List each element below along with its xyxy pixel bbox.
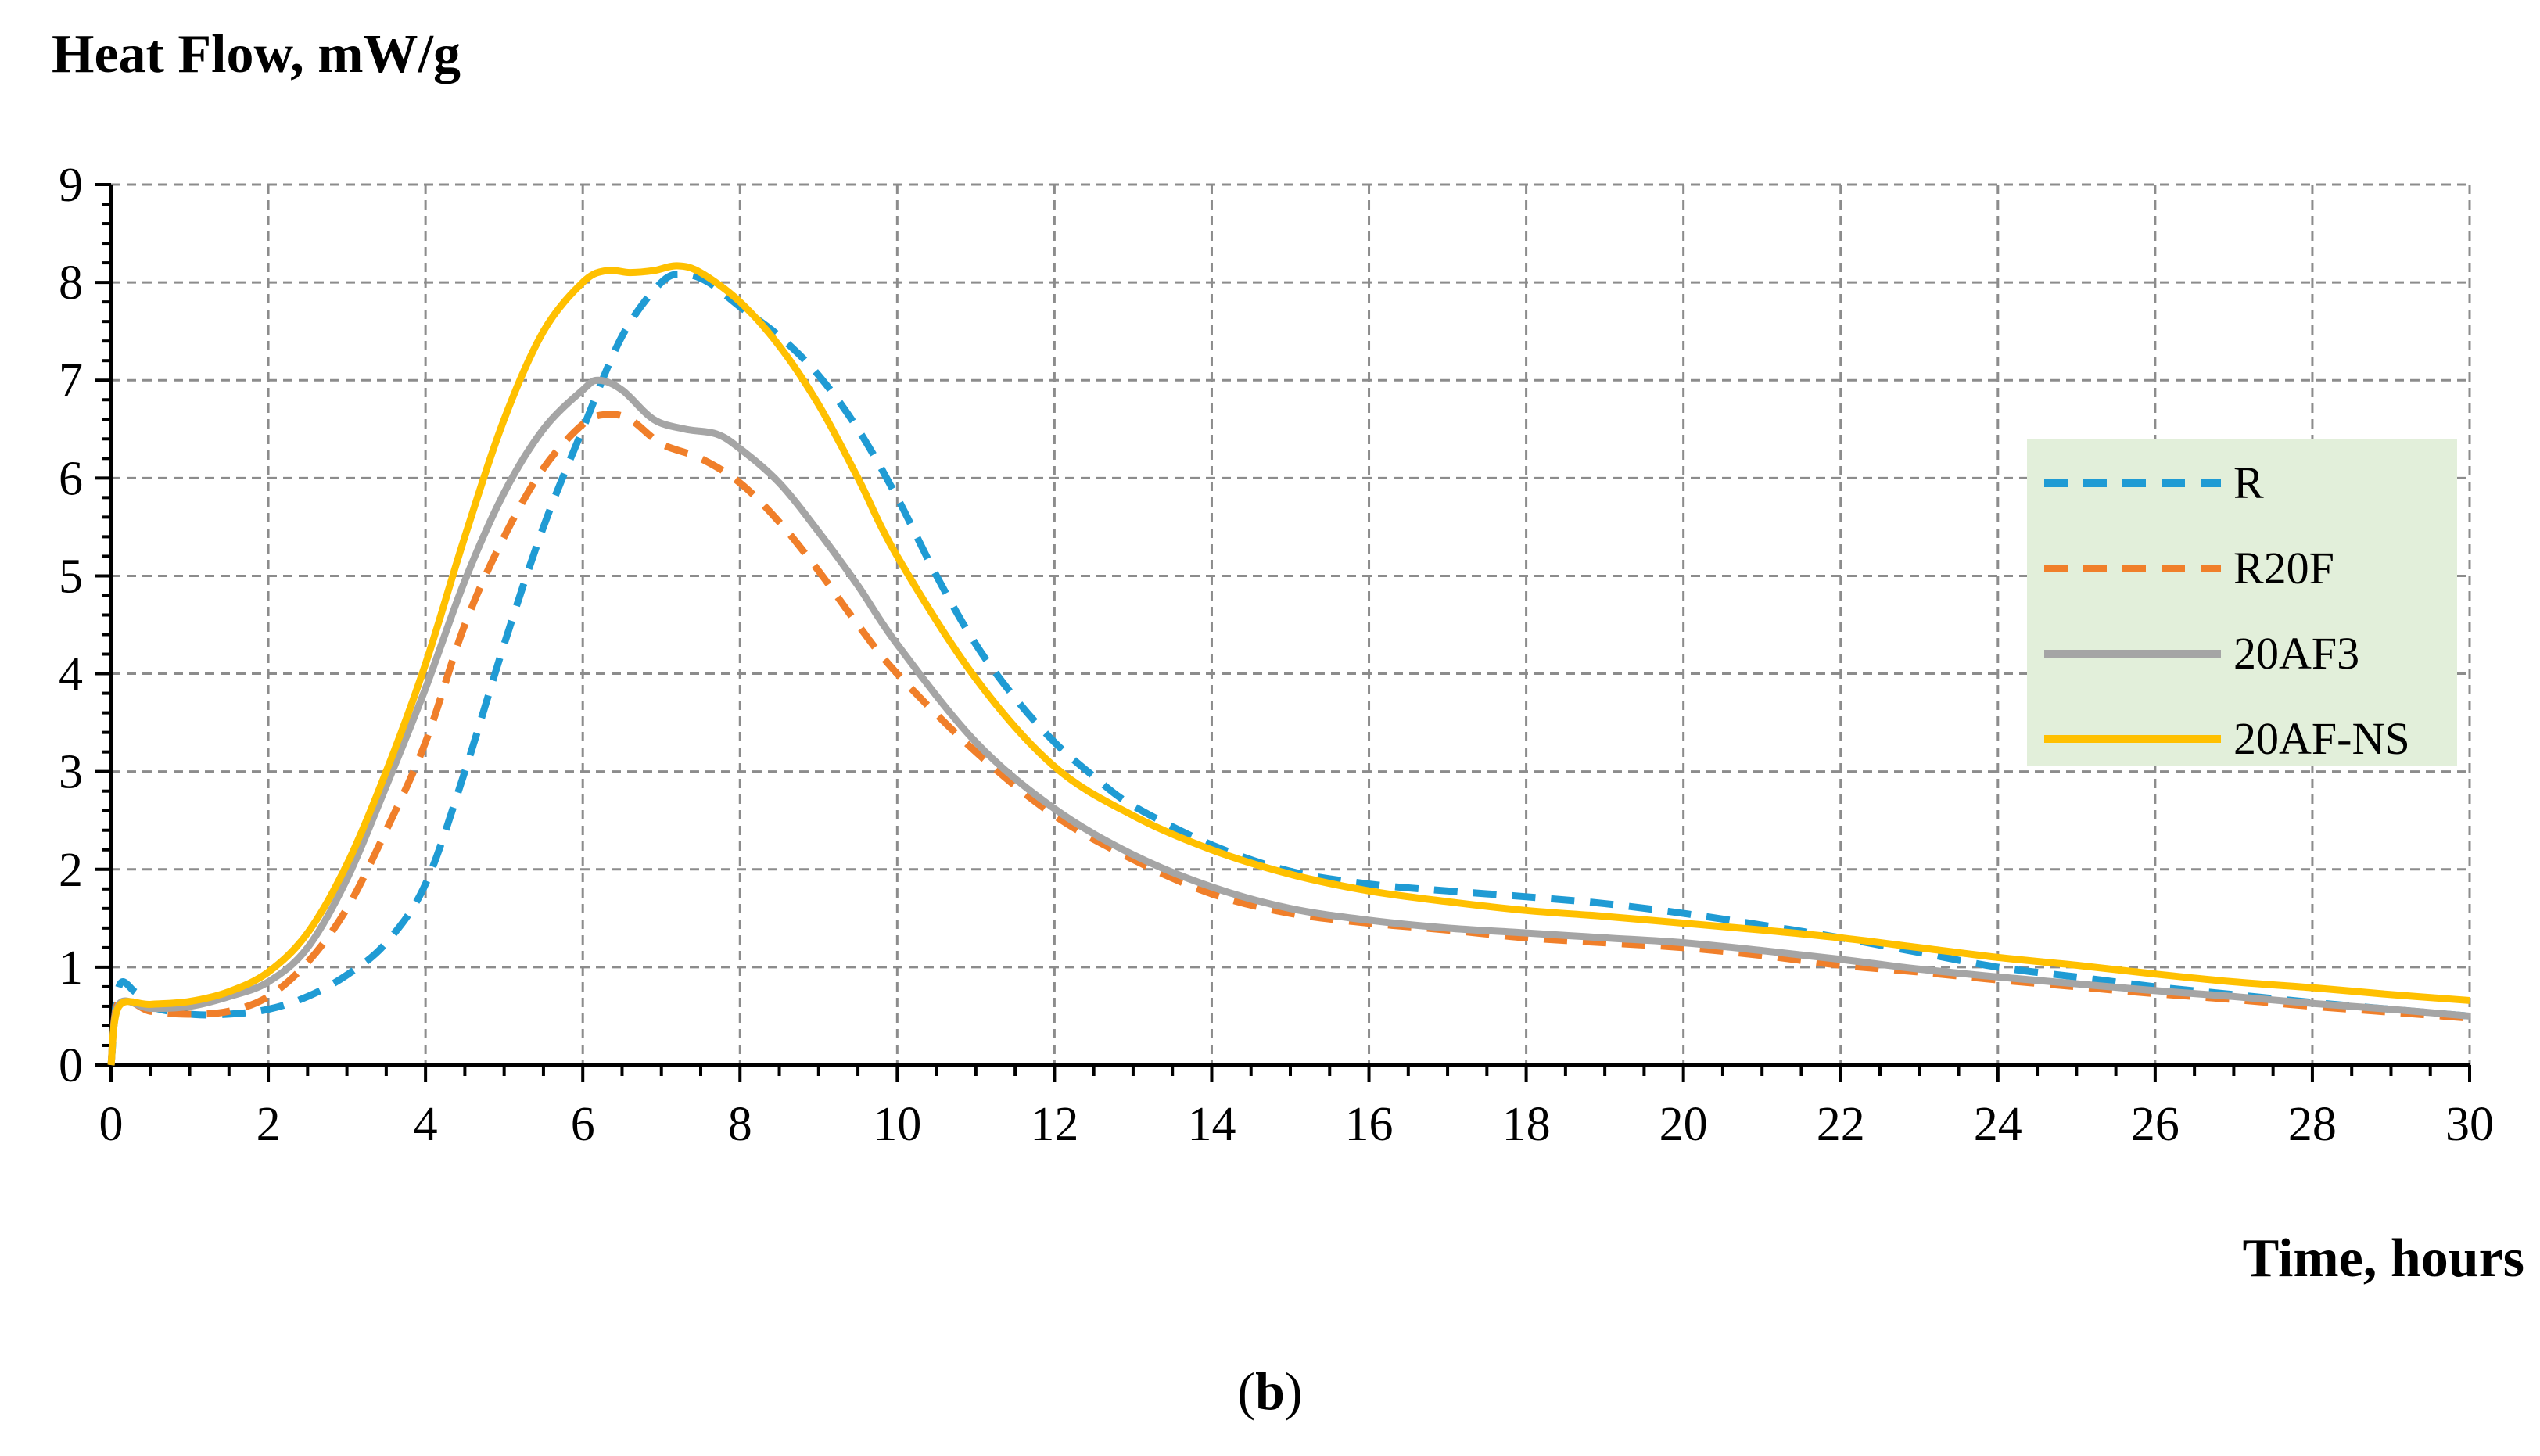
y-tick-label: 2 xyxy=(59,844,83,897)
y-tick-label: 5 xyxy=(59,550,83,603)
legend-label-r20f: R20F xyxy=(2233,543,2334,594)
series-line-20af-ns xyxy=(107,262,2470,1066)
y-axis-title: Heat Flow, mW/g xyxy=(52,24,461,84)
series-line-20af3 xyxy=(107,376,2470,1066)
x-tick-label: 24 xyxy=(1974,1098,2022,1151)
legend-label-r: R xyxy=(2233,457,2264,508)
figure-caption: (b) xyxy=(1237,1361,1302,1421)
x-tick-label: 20 xyxy=(1659,1098,1708,1151)
y-tick-label: 9 xyxy=(59,159,83,212)
y-tick-label: 1 xyxy=(59,941,83,995)
legend-label-20af-ns: 20AF-NS xyxy=(2233,713,2410,764)
x-tick-label: 16 xyxy=(1345,1098,1394,1151)
series-group xyxy=(107,262,2470,1066)
y-tick-label: 6 xyxy=(59,452,83,505)
x-tick-label: 10 xyxy=(873,1098,921,1151)
x-tick-label: 30 xyxy=(2445,1098,2494,1151)
x-tick-label: 22 xyxy=(1817,1098,1865,1151)
y-tick-label: 4 xyxy=(59,648,83,701)
x-tick-label: 0 xyxy=(99,1098,124,1151)
x-tick-label: 12 xyxy=(1030,1098,1078,1151)
caption-letter: b xyxy=(1255,1361,1285,1421)
x-tick-label: 18 xyxy=(1502,1098,1551,1151)
x-axis-title: Time, hours xyxy=(2243,1228,2524,1289)
x-tick-label: 14 xyxy=(1187,1098,1236,1151)
legend-box xyxy=(2027,439,2457,766)
x-tick-label: 8 xyxy=(728,1098,752,1151)
y-tick-label: 3 xyxy=(59,746,83,799)
y-tick-label: 8 xyxy=(59,256,83,310)
y-tick-label: 0 xyxy=(59,1039,83,1092)
caption-open: ( xyxy=(1237,1361,1255,1421)
y-tick-label: 7 xyxy=(59,354,83,407)
caption-close: ) xyxy=(1285,1361,1303,1421)
x-tick-label: 6 xyxy=(571,1098,595,1151)
x-tick-label: 4 xyxy=(414,1098,438,1151)
x-tick-label: 28 xyxy=(2288,1098,2337,1151)
x-tick-label: 2 xyxy=(257,1098,281,1151)
series-line-r xyxy=(107,271,2470,1066)
x-tick-label: 26 xyxy=(2131,1098,2179,1151)
grid xyxy=(111,183,2471,1065)
legend: R R20F 20AF3 20AF-NS xyxy=(2027,439,2457,766)
legend-label-20af3: 20AF3 xyxy=(2233,628,2359,679)
